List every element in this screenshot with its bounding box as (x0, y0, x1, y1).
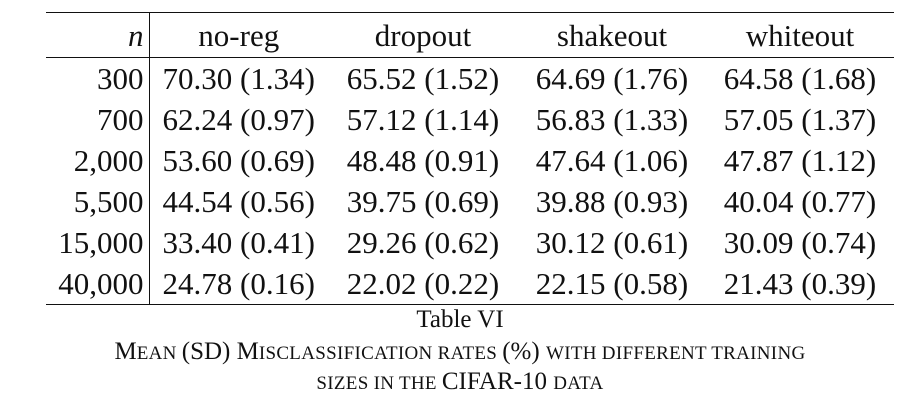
table-cell: 22.15 (0.58) (535, 266, 689, 301)
header-n: n (46, 12, 150, 58)
row-n-cell: 2,000 (46, 140, 150, 181)
results-table-container: n no-reg dropout shakeout whiteout 300 7… (46, 12, 894, 305)
table-cell: 48.48 (0.91) (346, 143, 500, 178)
row-n-cell: 15,000 (46, 222, 150, 263)
caption-segment: EAN (136, 343, 182, 364)
table-row: 700 62.24 (0.97) 57.12 (1.14) 56.83 (1.3… (46, 99, 894, 140)
table-row: 300 70.30 (1.34) 65.52 (1.52) 64.69 (1.7… (46, 57, 894, 99)
header-dropout: dropout (374, 17, 472, 53)
table-cell: 30.09 (0.74) (723, 225, 877, 260)
table-cell: 22.02 (0.22) (346, 266, 500, 301)
table-header-row: n no-reg dropout shakeout whiteout (46, 12, 894, 58)
header-no-reg: no-reg (198, 17, 280, 53)
table-cell: 30.12 (0.61) (535, 225, 689, 260)
caption-segment: M (114, 338, 137, 365)
misclassification-table: n no-reg dropout shakeout whiteout 300 7… (46, 12, 894, 305)
table-cell: 64.58 (1.68) (723, 61, 877, 96)
table-cell: 70.30 (1.34) (162, 61, 315, 96)
table-cell: 64.69 (1.76) (535, 61, 689, 96)
table-cell: 57.12 (1.14) (346, 102, 500, 137)
row-n-cell: 700 (46, 99, 150, 140)
table-cell: 29.26 (0.62) (346, 225, 500, 260)
table-cell: 24.78 (0.16) (162, 266, 315, 301)
caption-segment: SIZES IN THE (316, 373, 442, 394)
row-n-cell: 40,000 (46, 263, 150, 305)
caption-line-2: SIZES IN THE CIFAR-10 DATA (0, 367, 920, 399)
row-n-cell: 5,500 (46, 181, 150, 222)
table-row: 40,000 24.78 (0.16) 22.02 (0.22) 22.15 (… (46, 263, 894, 305)
table-cell: 40.04 (0.77) (723, 184, 877, 219)
table-cell: 57.05 (1.37) (723, 102, 877, 137)
table-cell: 47.64 (1.06) (535, 143, 689, 178)
table-cell: 33.40 (0.41) (162, 225, 315, 260)
table-cell: 39.75 (0.69) (346, 184, 500, 219)
table-cell: 65.52 (1.52) (346, 61, 500, 96)
table-row: 2,000 53.60 (0.69) 48.48 (0.91) 47.64 (1… (46, 140, 894, 181)
table-label: Table VI (416, 306, 504, 333)
table-cell: 21.43 (0.39) (723, 266, 877, 301)
caption-segment: (SD) M (181, 338, 259, 365)
table-cell: 56.83 (1.33) (535, 102, 689, 137)
caption-line-1: MEAN (SD) MISCLASSIFICATION RATES (%) WI… (0, 337, 920, 369)
table-cell: 62.24 (0.97) (162, 102, 315, 137)
row-n-cell: 300 (46, 57, 150, 99)
caption-segment: (%) (502, 338, 546, 365)
table-row: 5,500 44.54 (0.56) 39.75 (0.69) 39.88 (0… (46, 181, 894, 222)
caption-segment: ISCLASSIFICATION RATES (258, 343, 503, 364)
table-row: 15,000 33.40 (0.41) 29.26 (0.62) 30.12 (… (46, 222, 894, 263)
caption-segment: CIFAR-10 (441, 368, 554, 395)
table-cell: 53.60 (0.69) (162, 143, 315, 178)
caption-segment: DATA (553, 373, 604, 394)
table-cell: 44.54 (0.56) (162, 184, 315, 219)
caption-segment: WITH DIFFERENT TRAINING (545, 343, 806, 364)
table-cell: 39.88 (0.93) (535, 184, 689, 219)
table-body: 300 70.30 (1.34) 65.52 (1.52) 64.69 (1.7… (46, 57, 894, 305)
table-cell: 47.87 (1.12) (723, 143, 877, 178)
header-shakeout: shakeout (556, 17, 668, 53)
header-whiteout: whiteout (745, 17, 855, 53)
